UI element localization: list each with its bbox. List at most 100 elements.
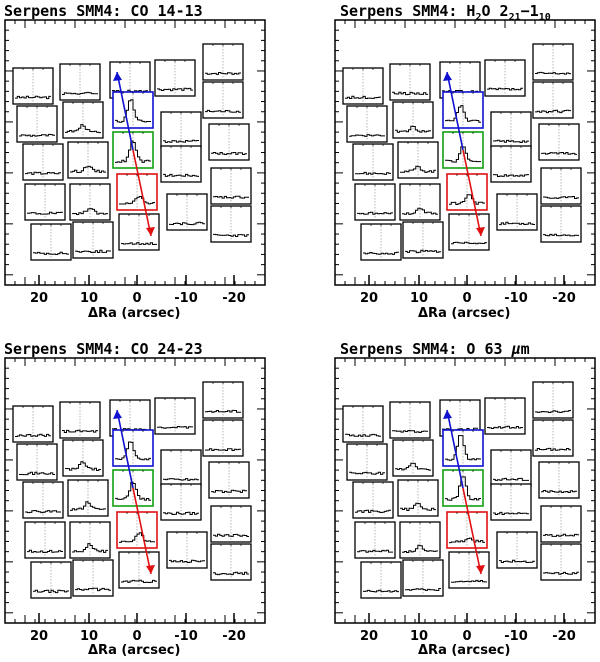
- spectrum-line: [115, 99, 151, 123]
- spectrum-line: [541, 152, 577, 155]
- spectrum-box: [399, 521, 441, 559]
- x-tick-label: -10: [174, 629, 198, 644]
- spectrum-line: [445, 105, 481, 123]
- x-tick-label: 10: [79, 629, 99, 644]
- spectrum-line: [355, 171, 391, 175]
- panel-2-xlabel: ΔRa (arcsec): [418, 306, 511, 321]
- spectrum-box-blue: [112, 91, 154, 129]
- spectrum-box: [208, 123, 250, 161]
- x-tick-label: 0: [132, 629, 142, 644]
- spectrum-box: [490, 111, 532, 149]
- spectrum-box: [538, 123, 580, 161]
- spectrum-box: [532, 81, 574, 119]
- spectrum-line: [445, 476, 481, 501]
- spectrum-line: [349, 471, 385, 475]
- spectrum-line: [169, 221, 205, 226]
- spectrum-box: [346, 443, 388, 481]
- spectrum-box: [532, 419, 574, 457]
- spectrum-box: [392, 439, 434, 477]
- spectrum-box: [532, 381, 574, 419]
- spectrum-line: [27, 211, 63, 215]
- spectrum-line: [33, 589, 69, 594]
- spectrum-box-red: [116, 511, 158, 549]
- blue-arrowhead: [443, 410, 452, 419]
- panel-2-title: Serpens SMM4: H2O 221−110: [340, 2, 551, 23]
- spectrum-box-red: [446, 173, 488, 211]
- spectrum-box: [496, 193, 538, 231]
- x-tick-label: 0: [462, 291, 472, 306]
- spectrum-box: [62, 101, 104, 139]
- x-tick-label: 10: [79, 291, 99, 306]
- spectrum-line: [493, 477, 529, 481]
- spectrum-line: [75, 587, 111, 592]
- panel-4-xlabel: ΔRa (arcsec): [418, 643, 511, 658]
- spectrum-line: [213, 533, 249, 537]
- spectrum-box: [202, 419, 244, 457]
- spectrum-line: [157, 426, 193, 429]
- panel-1-xlabel: ΔRa (arcsec): [88, 306, 181, 321]
- red-outflow-arrow: [132, 149, 152, 237]
- spectrum-box: [484, 59, 526, 97]
- spectrum-box: [202, 81, 244, 119]
- spectrum-line: [72, 208, 108, 215]
- spectrum-box: [59, 401, 101, 439]
- x-tick-label: -10: [504, 629, 528, 644]
- spectrum-line: [363, 589, 399, 593]
- x-tick-label: -20: [552, 291, 576, 306]
- spectrum-line: [70, 165, 106, 173]
- blue-outflow-arrow: [116, 71, 134, 151]
- spectrum-line: [33, 251, 69, 255]
- spectrum-box: [496, 531, 538, 569]
- panel-3-xlabel: ΔRa (arcsec): [88, 643, 181, 658]
- spectrum-line: [345, 95, 381, 99]
- spectrum-line: [400, 165, 436, 173]
- spectrum-box: [208, 461, 250, 499]
- spectrum-line: [345, 433, 381, 437]
- spectrum-box: [72, 559, 114, 597]
- spectrum-box: [69, 183, 111, 221]
- spectrum-box: [360, 561, 402, 599]
- spectrum-line: [15, 433, 51, 437]
- spectrum-line: [402, 207, 438, 215]
- spectrum-box: [540, 505, 582, 543]
- spectrum-line: [487, 87, 523, 91]
- spectrum-line: [400, 502, 436, 511]
- spectrum-line: [115, 140, 151, 163]
- spectrum-line: [451, 241, 487, 245]
- spectrum-line: [163, 173, 199, 177]
- spectrum-box: [540, 167, 582, 205]
- spectrum-line: [25, 171, 61, 175]
- spectrum-box-blue: [442, 91, 484, 129]
- spectrum-box: [30, 561, 72, 599]
- spectrum-line: [451, 579, 487, 583]
- spectrum-line: [169, 559, 205, 563]
- spectrum-box: [490, 145, 532, 183]
- spectrum-box: [210, 505, 252, 543]
- spectrum-line: [75, 249, 111, 253]
- spectrum-box: [342, 67, 384, 105]
- spectrum-box: [30, 223, 72, 261]
- spectrum-line: [205, 72, 241, 75]
- spectrum-box: [22, 143, 64, 181]
- spectrum-box: [210, 167, 252, 205]
- spectrum-line: [395, 462, 431, 471]
- spectrum-box: [24, 183, 66, 221]
- spectrum-box-red: [116, 173, 158, 211]
- spectrum-line: [211, 489, 247, 493]
- spectrum-line: [115, 441, 151, 461]
- spectrum-box: [532, 43, 574, 81]
- spectrum-box: [59, 63, 101, 101]
- x-tick-label: -20: [222, 629, 246, 644]
- spectrum-box: [210, 205, 252, 243]
- spectrum-line: [205, 409, 241, 413]
- spectrum-line: [535, 410, 571, 413]
- spectrum-line: [535, 71, 571, 75]
- spectrum-box: [154, 397, 196, 435]
- spectrum-box: [67, 141, 109, 179]
- spectrum-line: [211, 152, 247, 155]
- x-tick-label: -10: [504, 291, 528, 306]
- spectrum-line: [543, 571, 579, 575]
- blue-outflow-arrow: [446, 409, 464, 489]
- spectrum-line: [392, 91, 428, 96]
